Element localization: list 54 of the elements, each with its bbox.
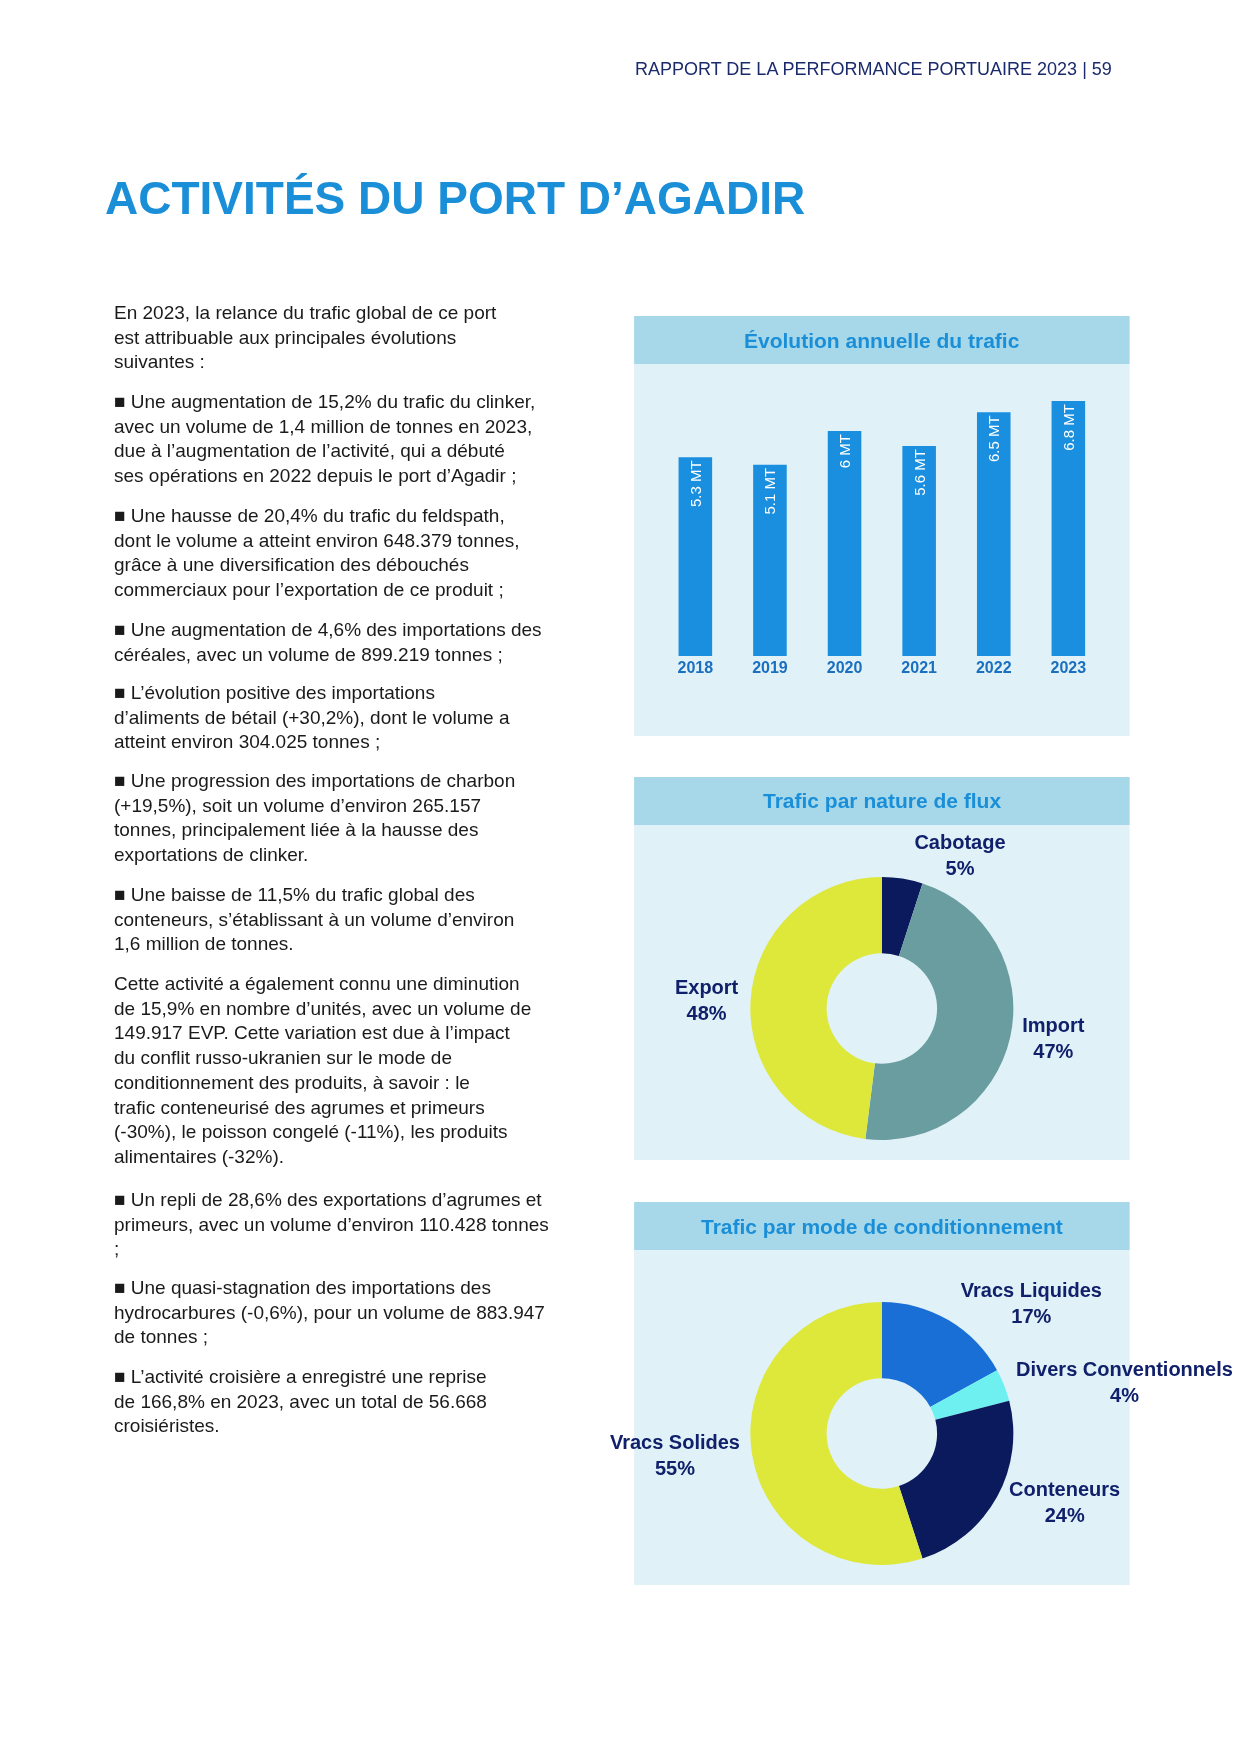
data-label: 24% bbox=[1044, 1504, 1085, 1527]
x-tick-label: 2018 bbox=[677, 659, 714, 676]
bar bbox=[827, 431, 862, 656]
text: ■ Une hausse de 20,4% du trafic du feldspath, dont le volume a atteint environ 648.379 tonnes, grâce à une diversification des débouchés commerciaux pour l’exportation de ce produit ; bbox=[114, 505, 520, 601]
data-label: 5% bbox=[945, 857, 975, 880]
data-label: 6 MT bbox=[836, 434, 854, 469]
chart-title: Évolution annuelle du trafic bbox=[744, 329, 1020, 352]
text: ■ Une baisse de 11,5% du trafic global des conteneurs, s’établissant à un volume d’environ 1,6 million de tonnes. bbox=[114, 884, 515, 955]
donut-slice bbox=[750, 1302, 923, 1565]
data-label: 17% bbox=[1011, 1304, 1052, 1327]
x-tick-label: 2021 bbox=[901, 659, 938, 676]
data-label: 5.3 MT bbox=[686, 460, 704, 508]
data-label: 55% bbox=[654, 1456, 696, 1479]
data-label: 5.1 MT bbox=[761, 467, 779, 515]
x-tick-label: 2020 bbox=[826, 659, 863, 676]
data-label: 6.8 MT bbox=[1059, 404, 1077, 451]
text: En 2023, la relance du trafic global de ce port est attribuable aux principales évolutions suivantes : bbox=[114, 302, 498, 373]
donut-slice bbox=[881, 1302, 998, 1407]
slice-label: Conteneurs bbox=[1009, 1478, 1121, 1501]
x-tick-label: 2022 bbox=[975, 659, 1012, 676]
bar bbox=[678, 457, 713, 656]
bar bbox=[1051, 401, 1086, 656]
text: ■ Un repli de 28,6% des exportations d’agrumes et primeurs, avec un volume d’environ 110.428 tonnes ; bbox=[114, 1189, 549, 1260]
text: ACTIVITÉS DU PORT D’AGADIR bbox=[105, 172, 806, 224]
data-label: 5.6 MT bbox=[910, 449, 928, 496]
chart-title: Trafic par mode de conditionnement bbox=[701, 1215, 1063, 1238]
text: RAPPORT DE LA PERFORMANCE PORTUAIRE 2023 | 59 bbox=[635, 59, 1112, 79]
text: ■ Une progression des importations de charbon (+19,5%), soit un volume d’environ 265.157 tonnes, principalement liée à la hausse des exportations de clinker. bbox=[114, 770, 516, 866]
text: Cette activité a également connu une diminution de 15,9% en nombre d’unités, avec un volume de 149.917 EVP. Cette variation est due à l’impact du conflit russo-ukranien sur le mode de conditionnement des produits, à savoir : le trafic conteneurisé des agrumes et primeurs (-30%), le poisson congelé (-11%), les produits alimentaires (-32%). bbox=[114, 973, 532, 1167]
data-label: 4% bbox=[1110, 1383, 1140, 1406]
x-tick-label: 2023 bbox=[1050, 659, 1087, 676]
slice-label: Vracs Solides bbox=[609, 1430, 740, 1453]
bar bbox=[976, 412, 1011, 656]
slice-label: Divers Conventionnels bbox=[1016, 1357, 1233, 1380]
bar bbox=[753, 464, 787, 656]
data-label: 48% bbox=[686, 1002, 727, 1025]
slice-label: Vracs Liquides bbox=[960, 1278, 1102, 1301]
donut-slice bbox=[881, 877, 923, 956]
x-tick-label: 2019 bbox=[752, 659, 788, 676]
text: ■ Une augmentation de 15,2% du trafic du clinker, avec un volume de 1,4 million de tonnes en 2023, due à l’augmentation de l’activité, qui a débuté ses opérations en 2022 depuis le port d’Agadir ; bbox=[114, 391, 536, 487]
text: ■ L’évolution positive des importations d’aliments de bétail (+30,2%), dont le volume a atteint environ 304.025 tonnes ; bbox=[114, 682, 510, 753]
data-label: 47% bbox=[1033, 1040, 1074, 1063]
bar bbox=[902, 446, 936, 656]
donut-slice bbox=[750, 877, 882, 1139]
slice-label: Import bbox=[1022, 1014, 1085, 1037]
donut-slice bbox=[865, 883, 1014, 1140]
data-label: 6.5 MT bbox=[985, 415, 1003, 463]
donut-slice bbox=[930, 1370, 1010, 1420]
text: ■ Une augmentation de 4,6% des importations des céréales, avec un volume de 899.219 tonnes ; bbox=[114, 619, 542, 665]
slice-label: Cabotage bbox=[914, 831, 1006, 854]
text: ■ L’activité croisière a enregistré une reprise de 166,8% en 2023, avec un total de 56.668 croisiéristes. bbox=[114, 1366, 487, 1437]
text: ■ Une quasi-stagnation des importations des hydrocarbures (-0,6%), pour un volume de 883.947 de tonnes ; bbox=[114, 1277, 545, 1348]
slice-label: Export bbox=[674, 976, 739, 999]
chart-title: Trafic par nature de flux bbox=[763, 789, 1002, 812]
